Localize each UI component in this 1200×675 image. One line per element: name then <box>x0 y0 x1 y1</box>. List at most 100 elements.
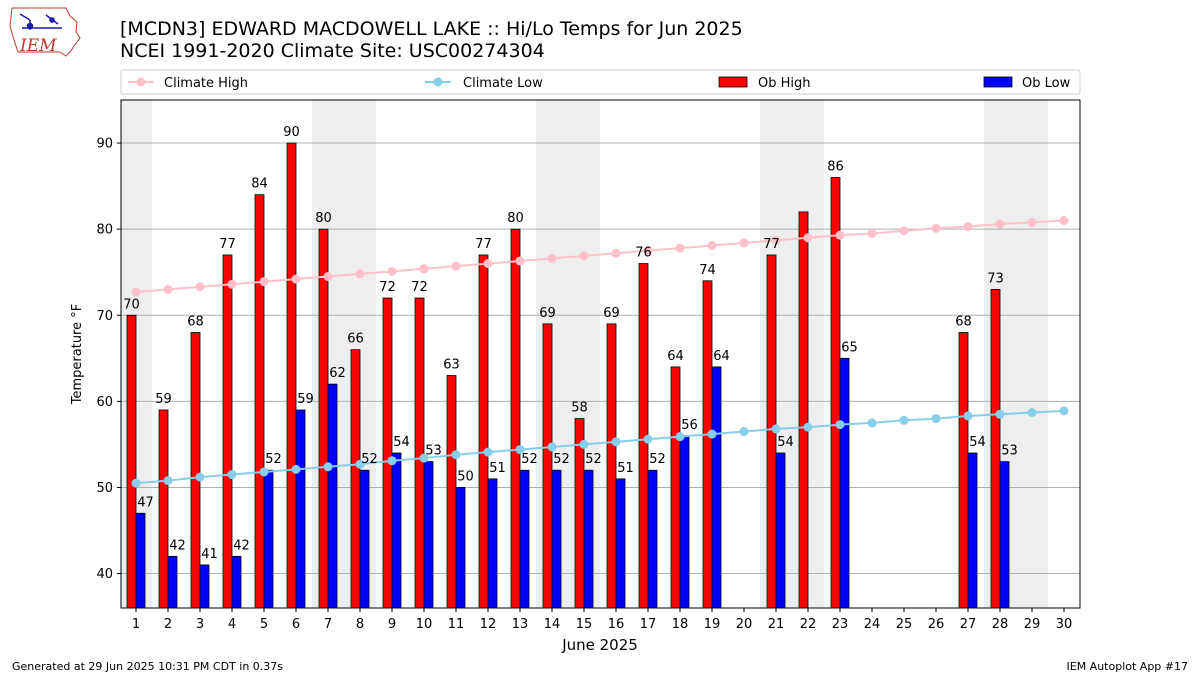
ob-low-bar-day-12 <box>487 478 498 609</box>
ob-high-label-day-7: 80 <box>315 211 332 226</box>
x-tick-label-2: 2 <box>164 617 172 632</box>
ob-low-bar-day-10 <box>423 461 434 609</box>
x-tick-label-6: 6 <box>292 617 300 632</box>
ob-high-bar-day-18 <box>670 366 681 609</box>
climate-high-point-day-12 <box>483 259 493 269</box>
ob-high-bar-day-8 <box>350 349 361 609</box>
climate-high-point-day-4 <box>227 279 237 289</box>
climate-high-point-day-26 <box>931 223 941 233</box>
x-tick-label-17: 17 <box>640 617 657 632</box>
climate-low-point-day-29 <box>1027 408 1037 418</box>
x-tick-label-4: 4 <box>228 617 236 632</box>
ob-high-bar-day-23 <box>830 177 841 609</box>
ob-high-bar-day-1 <box>126 314 137 609</box>
chart-title: [MCDN3] EDWARD MACDOWELL LAKE :: Hi/Lo T… <box>120 18 743 40</box>
x-tick-label-20: 20 <box>736 617 753 632</box>
ob-high-bar-day-3 <box>190 332 201 609</box>
ob-high-label-day-3: 68 <box>187 314 204 329</box>
ob-high-bar-day-19 <box>702 280 713 609</box>
climate-high-point-day-25 <box>899 226 909 236</box>
ob-high-bar-day-2 <box>158 409 169 609</box>
ob-high-label-day-19: 74 <box>699 263 716 278</box>
x-axis: 1 2 3 4 5 6 7 8 9 10 11 12 13 14 15 16 17 18 19 20 21 22 23 24 2… <box>132 608 1072 632</box>
climate-low-point-day-15 <box>579 439 589 449</box>
iem-logo: IEM <box>9 7 81 57</box>
x-tick-label-22: 22 <box>800 617 817 632</box>
x-tick-label-13: 13 <box>512 617 529 632</box>
climate-high-point-day-14 <box>547 253 557 263</box>
climate-high-point-day-23 <box>835 230 845 240</box>
ob-low-bar-day-19 <box>711 366 722 609</box>
ob-high-label-day-5: 84 <box>251 177 268 192</box>
ob-high-label-day-18: 64 <box>667 349 684 364</box>
ob-high-label-day-14: 69 <box>539 306 556 321</box>
climate-low-point-day-1 <box>131 478 141 488</box>
ob-low-bar-day-4 <box>231 555 242 609</box>
ob-low-bar-day-15 <box>583 469 594 609</box>
chart-subtitle: NCEI 1991-2020 Climate Site: USC00274304 <box>120 40 545 62</box>
ob-high-bars <box>126 142 1001 609</box>
climate-low-point-day-25 <box>899 415 909 425</box>
ob-low-label-day-12: 51 <box>489 461 506 476</box>
ob-high-label-day-1: 70 <box>123 297 140 312</box>
ob-low-bars <box>135 357 1010 609</box>
x-tick-label-27: 27 <box>960 617 977 632</box>
ob-high-label-day-11: 63 <box>443 358 460 373</box>
ob-low-label-day-27: 54 <box>969 435 986 450</box>
climate-low-point-day-12 <box>483 447 493 457</box>
y-tick-label-40: 40 <box>96 567 113 582</box>
x-tick-label-25: 25 <box>896 617 913 632</box>
ob-low-bar-day-9 <box>391 452 402 609</box>
ob-high-bar-day-16 <box>606 323 617 609</box>
ob-low-bar-day-16 <box>615 478 626 609</box>
x-tick-label-28: 28 <box>992 617 1009 632</box>
ob-low-label-day-19: 64 <box>713 349 730 364</box>
legend-climate-high-marker <box>136 77 146 87</box>
climate-high-point-day-5 <box>259 277 269 287</box>
legend-climate-low-marker <box>433 77 443 87</box>
ob-low-bar-day-13 <box>519 469 530 609</box>
x-tick-label-14: 14 <box>544 617 561 632</box>
climate-high-point-day-22 <box>803 233 813 243</box>
x-tick-label-9: 9 <box>388 617 396 632</box>
ob-low-label-day-3: 41 <box>201 547 218 562</box>
climate-low-point-day-28 <box>995 409 1005 419</box>
y-axis-label: Temperature °F <box>70 304 85 405</box>
climate-high-point-day-24 <box>867 228 877 238</box>
ob-low-bar-day-17 <box>647 469 658 609</box>
generated-timestamp: Generated at 29 Jun 2025 10:31 PM CDT in… <box>12 660 283 673</box>
climate-low-point-day-30 <box>1059 406 1069 416</box>
x-tick-label-23: 23 <box>832 617 849 632</box>
climate-high-point-day-17 <box>643 246 653 256</box>
x-tick-label-11: 11 <box>448 617 465 632</box>
legend-entry-ob-low: Ob Low <box>983 76 1071 91</box>
ob-low-bar-day-28 <box>999 461 1010 609</box>
climate-low-point-day-19 <box>707 429 717 439</box>
x-tick-label-1: 1 <box>132 617 140 632</box>
climate-high-point-day-16 <box>611 248 621 258</box>
ob-low-label-day-11: 50 <box>457 469 474 484</box>
iowa-outline-icon <box>9 7 81 57</box>
climate-high-point-day-11 <box>451 261 461 271</box>
ob-high-label-day-10: 72 <box>411 280 428 295</box>
climate-high-point-day-2 <box>163 284 173 294</box>
climate-high-point-day-15 <box>579 251 589 261</box>
y-axis: 40 50 60 70 80 90 <box>96 137 121 582</box>
climate-low-point-day-21 <box>771 424 781 434</box>
ob-high-bar-day-11 <box>446 375 457 609</box>
ob-low-label-day-14: 52 <box>553 452 570 467</box>
x-tick-label-12: 12 <box>480 617 497 632</box>
ob-low-label-day-13: 52 <box>521 452 538 467</box>
ob-low-label-day-5: 52 <box>265 452 282 467</box>
climate-high-point-day-21 <box>771 235 781 245</box>
climate-low-point-day-18 <box>675 432 685 442</box>
climate-high-point-day-27 <box>963 222 973 232</box>
ob-high-label-day-4: 77 <box>219 237 236 252</box>
ob-low-label-day-17: 52 <box>649 452 666 467</box>
climate-high-point-day-20 <box>739 238 749 248</box>
climate-high-point-day-10 <box>419 264 429 274</box>
ob-low-label-day-7: 62 <box>329 366 346 381</box>
x-tick-label-10: 10 <box>416 617 433 632</box>
ob-high-label-day-17: 76 <box>635 246 652 261</box>
legend-entry-climate-high: Climate High <box>128 76 248 91</box>
